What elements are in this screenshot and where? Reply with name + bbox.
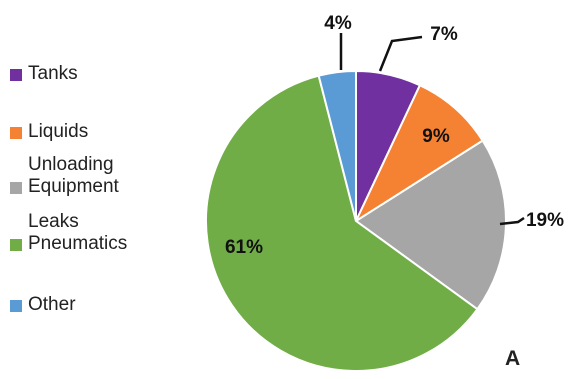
legend-item-tanks: Tanks [10,63,78,85]
legend-swatch-unloading-equipment [10,182,22,194]
data-label-liquids: 9% [422,126,450,147]
legend-item-unloading-equipment: Unloading Equipment [10,154,119,198]
legend-item-leaks-pneumatics: Leaks Pneumatics [10,211,127,255]
legend-swatch-other [10,300,22,312]
legend-label-unloading-equipment: Unloading Equipment [28,154,119,197]
leader-lines [339,33,525,226]
legend-label-other: Other [28,294,76,315]
panel-label: A [505,347,521,370]
legend-label-leaks-pneumatics: Leaks Pneumatics [28,211,128,254]
data-label-unloading-equipment: 19% [526,210,564,231]
pie-slices [205,69,507,372]
pie-slice-other [317,69,357,222]
pie-slice-liquids [353,83,485,224]
legend-swatch-liquids [10,127,22,139]
data-labels: 7% 9% 19% 61% 4% [225,13,564,258]
legend-label-liquids: Liquids [28,121,89,142]
legend-swatch-tanks [10,69,22,81]
legend-swatch-leaks-pneumatics [10,239,22,251]
data-label-other: 4% [324,13,352,34]
data-label-leaks-pneumatics: 61% [225,237,263,258]
legend: Tanks Liquids Unloading Equipment Leaks … [10,0,180,379]
leader-line-tanks [378,35,423,72]
pie-slice-leaks-pneumatics [205,74,479,372]
data-label-tanks: 7% [430,24,458,45]
pie-slice-unloading-equipment [354,139,507,311]
legend-label-tanks: Tanks [28,63,78,84]
legend-item-other: Other [10,294,76,316]
legend-item-liquids: Liquids [10,121,88,143]
leader-line-unloading-equipment [499,216,525,226]
